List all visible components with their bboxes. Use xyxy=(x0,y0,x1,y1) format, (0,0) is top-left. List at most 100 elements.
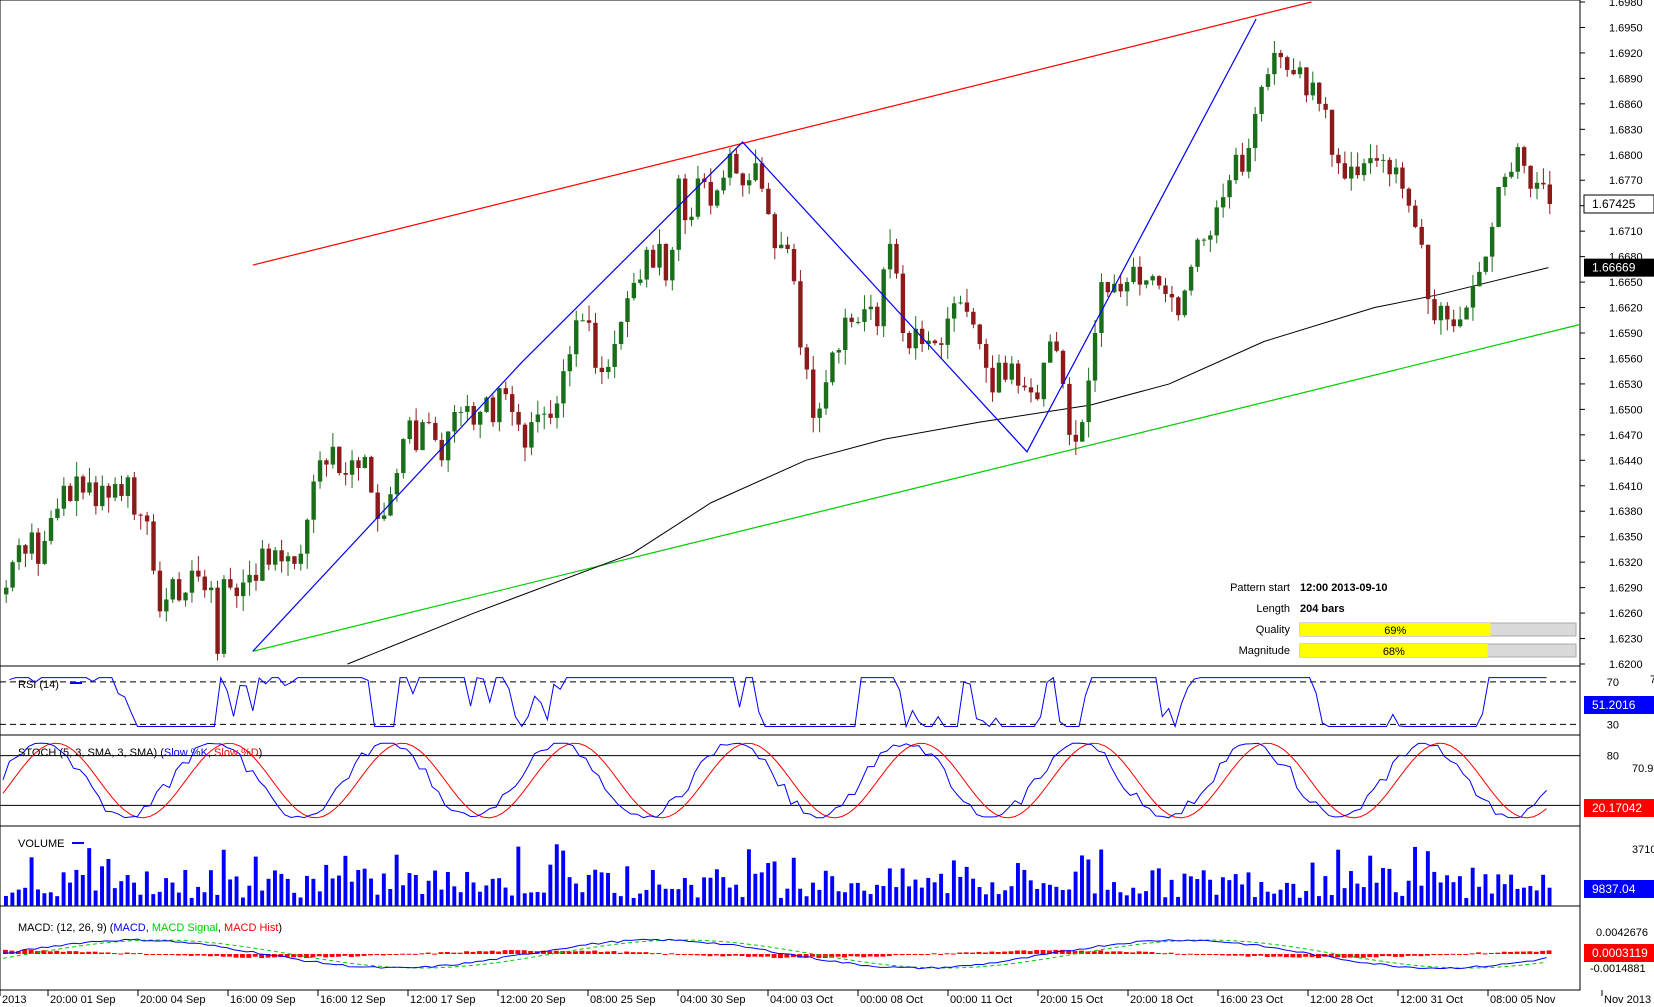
volume-bar xyxy=(945,893,950,906)
price-tick-label: 1.6200 xyxy=(1609,659,1643,671)
candle xyxy=(381,502,387,522)
rsi-line xyxy=(9,675,1547,729)
volume-bar xyxy=(1393,892,1398,906)
candle-body xyxy=(804,347,810,370)
macd-hist-bar xyxy=(1450,953,1456,955)
volume-bar xyxy=(964,866,969,906)
candle-body xyxy=(445,431,451,461)
candle xyxy=(1073,420,1079,455)
candle xyxy=(273,546,278,571)
magnitude-bar-text: 68% xyxy=(1383,646,1405,658)
candle xyxy=(644,246,649,288)
candle xyxy=(811,355,816,433)
candle xyxy=(663,243,669,287)
candle-body xyxy=(746,180,752,186)
candle xyxy=(932,339,938,346)
candle-body xyxy=(875,306,880,327)
macd-hist-bar xyxy=(1348,954,1353,958)
macd-hist-bar xyxy=(323,954,329,958)
volume-bar xyxy=(1252,897,1257,906)
volume-bar xyxy=(106,858,111,906)
candle-body xyxy=(266,548,272,565)
volume-bar xyxy=(1515,888,1520,906)
volume-bar xyxy=(1272,893,1277,906)
candle xyxy=(1451,309,1456,333)
volume-bar xyxy=(1432,871,1437,906)
macd-hist-bar xyxy=(1226,954,1232,956)
candle xyxy=(10,560,15,592)
volume-bar xyxy=(958,876,963,906)
volume-bar xyxy=(1413,846,1417,906)
macd-hist-bar xyxy=(1341,954,1347,958)
candle-body xyxy=(1009,363,1014,380)
candle-body xyxy=(1163,285,1168,294)
candle xyxy=(375,484,380,532)
macd-hist-bar xyxy=(1245,954,1251,957)
candle-body xyxy=(1048,341,1053,363)
candle xyxy=(1502,173,1508,196)
volume-bar xyxy=(830,876,835,906)
volume-bar xyxy=(734,884,739,906)
volume-bar xyxy=(1169,879,1174,906)
volume-bar xyxy=(253,856,258,906)
macd-hist-bar xyxy=(278,954,284,958)
macd-hist-bar xyxy=(585,951,591,954)
candle-body xyxy=(356,460,361,468)
macd-hist-bar xyxy=(701,954,707,956)
macd-upper-label: 0.0042676 xyxy=(1596,927,1648,939)
candle-body xyxy=(112,484,118,498)
candle-body xyxy=(561,371,566,404)
candle-body xyxy=(1137,266,1143,285)
volume-bar xyxy=(907,886,912,906)
volume-bar xyxy=(16,889,21,906)
volume-bar xyxy=(1425,851,1430,906)
candle xyxy=(798,270,803,355)
price-tick-label: 1.6560 xyxy=(1609,353,1643,365)
macd-hist-bar xyxy=(880,954,886,957)
macd-hist-bar xyxy=(451,952,457,954)
macd-hist-bar xyxy=(918,954,924,956)
volume-bar xyxy=(574,883,578,906)
candle xyxy=(87,467,92,496)
volume-bar xyxy=(638,893,642,906)
macd-hist-bar xyxy=(99,952,104,954)
candle xyxy=(1432,289,1437,325)
stoch-current-box xyxy=(1584,799,1654,817)
volume-bar xyxy=(305,875,309,906)
candle xyxy=(292,556,297,570)
macd-hist-bar xyxy=(1527,951,1533,954)
candle-body xyxy=(1381,159,1386,161)
candle xyxy=(1054,332,1059,353)
macd-hist-bar xyxy=(175,954,181,956)
price-tick-label: 1.6530 xyxy=(1609,379,1643,391)
candle xyxy=(298,544,304,571)
volume-bar xyxy=(1349,871,1353,906)
candle xyxy=(1470,274,1476,321)
candle-body xyxy=(221,579,227,654)
macd-hist-bar xyxy=(810,954,815,957)
rsi-scale-label: 78.79 xyxy=(1650,674,1654,686)
price-tick-label: 1.6770 xyxy=(1609,175,1643,187)
volume-bar xyxy=(1015,863,1020,906)
x-axis-label: 08:00 05 Nov xyxy=(1490,994,1556,1006)
x-axis-label: 12:00 17 Sep xyxy=(410,994,475,1006)
volume-bar xyxy=(1201,870,1206,906)
candle-body xyxy=(1445,305,1450,320)
volume-bar xyxy=(1374,882,1379,906)
candle xyxy=(23,543,28,568)
macd-hist-bar xyxy=(1066,950,1072,954)
volume-bar xyxy=(48,892,53,906)
macd-hist-bar xyxy=(1002,951,1008,954)
macd-hist-bar xyxy=(579,950,585,954)
candle-body xyxy=(1464,307,1469,320)
candle-body xyxy=(676,178,681,250)
volume-bar xyxy=(1048,884,1052,906)
candle xyxy=(586,305,592,332)
candle-body xyxy=(48,518,54,541)
candle-body xyxy=(68,485,73,502)
price-tick-label: 1.6590 xyxy=(1609,328,1643,340)
candle-body xyxy=(759,163,765,189)
candle-body xyxy=(106,485,111,498)
candle-body xyxy=(862,309,867,322)
candle xyxy=(279,539,284,573)
